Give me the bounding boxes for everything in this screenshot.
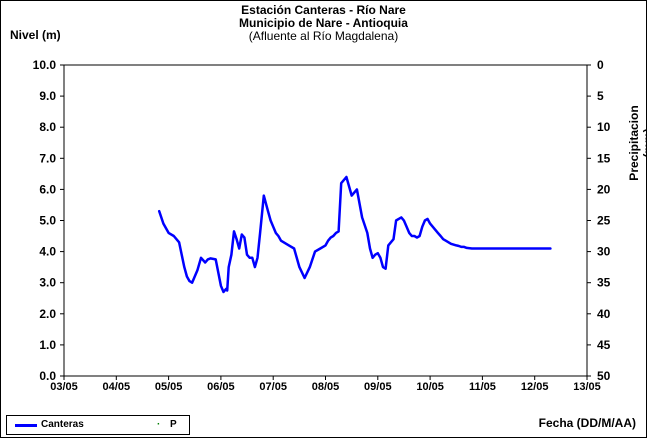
y-tick-label: 10.0 — [33, 58, 57, 72]
y-tick-label: 7.0 — [39, 151, 56, 165]
x-tick-label: 06/05 — [207, 381, 235, 393]
plot-area — [63, 64, 588, 377]
y-tick-label: 5.0 — [39, 214, 56, 228]
y-tick-label: 0.0 — [39, 369, 56, 383]
y2-tick-label: 30 — [597, 245, 611, 259]
chart-subtitle-2: (Afluente al Río Magdalena) — [248, 29, 399, 43]
x-tick-label: 08/05 — [312, 381, 340, 393]
y2-tick-label: 5 — [597, 89, 604, 103]
legend-swatch-canteras — [15, 424, 37, 427]
x-tick-label: 12/05 — [521, 381, 549, 393]
y2-tick-label: 35 — [597, 276, 611, 290]
legend-label-canteras: Canteras — [41, 419, 84, 430]
legend-marker-p: · — [157, 419, 161, 430]
y-axis-label: Nivel (m) — [10, 28, 61, 42]
chart-subtitle: Municipio de Nare - Antioquia — [239, 16, 408, 30]
legend: Canteras · P — [6, 415, 190, 435]
x-tick-label: 05/05 — [155, 381, 183, 393]
y2-tick-label: 50 — [597, 369, 611, 383]
x-tick-label: 09/05 — [364, 381, 392, 393]
x-tick-label: 04/05 — [103, 381, 131, 393]
y2-tick-label: 25 — [597, 214, 611, 228]
y2-tick-label: 0 — [597, 58, 604, 72]
y-tick-label: 1.0 — [39, 338, 56, 352]
y2-tick-label: 15 — [597, 151, 611, 165]
y2-tick-label: 45 — [597, 338, 611, 352]
series-line-canteras — [157, 175, 552, 294]
y-tick-label: 4.0 — [39, 245, 56, 259]
y-tick-label: 3.0 — [39, 276, 56, 290]
x-tick-label: 03/05 — [50, 381, 78, 393]
x-tick-label: 10/05 — [416, 381, 444, 393]
y-tick-label: 8.0 — [39, 120, 56, 134]
y-tick-label: 9.0 — [39, 89, 56, 103]
y-tick-label: 6.0 — [39, 182, 56, 196]
y2-tick-label: 20 — [597, 182, 611, 196]
y2-tick-label: 10 — [597, 120, 611, 134]
x-tick-label: 11/05 — [469, 381, 496, 393]
chart-title: Estación Canteras - Río Nare — [241, 3, 406, 17]
legend-label-p: P — [170, 419, 177, 430]
y2-tick-label: 40 — [597, 307, 611, 321]
x-axis-label: Fecha (DD/M/AA) — [538, 416, 636, 430]
x-tick-label: 07/05 — [259, 381, 287, 393]
x-tick-label: 13/05 — [573, 381, 601, 393]
y-tick-label: 2.0 — [39, 307, 56, 321]
